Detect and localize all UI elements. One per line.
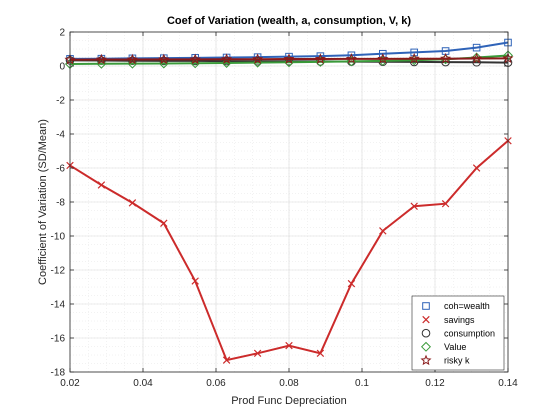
series-group [64,38,514,364]
y-tick-label: -2 [56,96,65,107]
legend-box [411,295,505,371]
series-savings [66,137,512,364]
legend-label-savings: savings [444,315,475,325]
data-point-savings [285,341,293,350]
data-point-savings [441,199,450,208]
y-tick-label: -6 [56,164,65,175]
y-axis-label: Coefficient of Variation (SD/Mean) [37,119,49,285]
legend-marker-risky-k [420,354,432,366]
legend-label-value: Value [444,342,466,352]
data-point-value [221,57,232,68]
y-tick-label: -12 [51,266,66,277]
data-point-value [471,52,482,63]
x-tick-label: 0.12 [425,378,445,389]
legend: coh=wealth savings consumption Value risky k [411,295,505,371]
data-point-risky-k [408,52,420,64]
data-point-savings [253,349,262,358]
y-tick-label: -18 [51,368,66,379]
legend-marker-value [420,341,432,352]
data-point-savings [191,277,199,285]
data-point-savings [379,227,387,235]
data-point-risky-k [314,53,326,64]
legend-label-consumption: consumption [444,328,495,338]
x-tick-label: 0.1 [355,378,369,389]
chart-title: Coef of Variation (wealth, a, consumptio… [167,15,411,27]
y-tick-label: -16 [51,334,66,345]
x-tick-label: 0.06 [206,378,226,389]
data-point-value [252,57,263,68]
data-point-risky-k [377,53,389,64]
series-line-risky-k [69,57,509,61]
data-point-savings [472,164,481,172]
data-point-value [346,56,357,67]
data-point-savings [97,181,106,189]
legend-marker-consumption [421,328,431,338]
x-tick-label: 0.08 [279,378,299,389]
x-tick-label: 0.02 [60,378,80,389]
y-tick-label: 0 [59,62,65,73]
data-point-value [283,57,295,68]
series-risky-k [64,52,514,65]
data-point-consumption [159,56,169,66]
x-tick-label: 0.14 [498,378,518,389]
legend-marker-coh-wealth [422,302,430,310]
data-point-savings [128,199,137,207]
data-point-risky-k [252,53,264,64]
data-point-consumption [222,56,231,66]
data-point-savings [410,202,418,210]
data-point-risky-k [345,53,357,64]
data-point-savings [316,349,325,358]
data-point-coh-wealth [472,43,481,52]
legend-marker-savings [422,315,430,324]
data-point-risky-k [471,52,483,64]
y-tick-label: 2 [59,28,65,39]
data-point-risky-k [283,53,295,64]
data-point-risky-k [440,52,452,64]
data-point-risky-k [189,53,201,65]
data-point-savings [347,279,356,288]
ticks: 0.02 0.04 0.06 0.08 0.1 0.12 0.14 2 0 -2 -4 -6 -8 -10… [51,28,519,390]
legend-label-coh-wealth: coh=wealth [444,301,490,311]
y-tick-label: -10 [51,232,66,243]
legend-label-risky-k: risky k [444,356,470,366]
data-point-consumption [253,56,262,66]
y-tick-label: -14 [51,300,66,311]
data-point-risky-k [158,53,170,65]
x-tick-label: 0.04 [133,378,153,389]
data-point-risky-k [95,53,107,65]
x-axis-label: Prod Func Depreciation [231,395,347,407]
grid [69,31,509,373]
data-point-risky-k [221,53,233,64]
series-line-coh-wealth [69,41,509,60]
y-tick-label: -8 [56,198,65,209]
data-point-value [315,56,326,67]
data-point-risky-k [126,53,138,65]
y-tick-label: -4 [56,130,65,141]
data-point-savings [222,356,231,364]
data-point-savings [160,219,168,227]
data-point-consumption [190,56,200,66]
